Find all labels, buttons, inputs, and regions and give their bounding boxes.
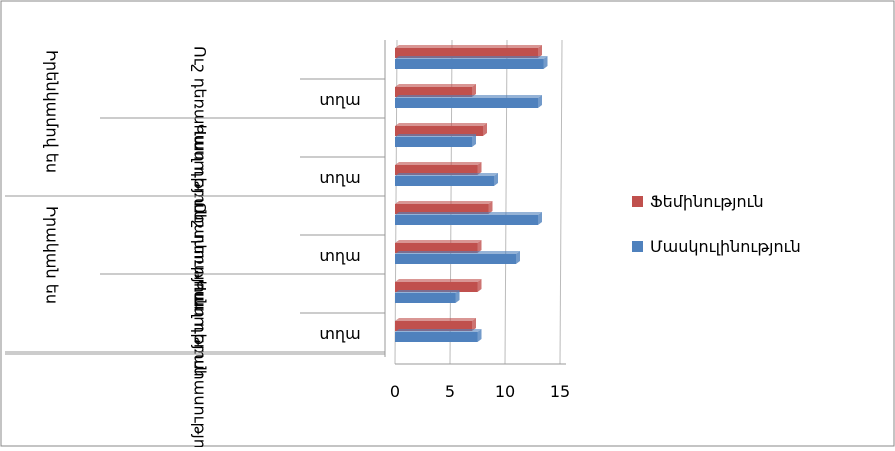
group-label: Իրական ես [43,206,62,304]
bar-side [538,95,542,108]
bar [395,293,456,303]
legend-swatch [632,196,643,207]
bar [395,137,472,147]
bar-top [395,84,476,87]
bar [395,176,494,186]
bar-side [472,84,476,97]
bar-side [538,212,542,225]
subgroup-label: Վաղ դեռահասություն [191,280,210,447]
bar-side [538,45,542,58]
bar-side [477,162,482,175]
bar [395,215,538,225]
bar-top [395,162,482,165]
bar [395,332,478,342]
x-tick-label: 10 [495,382,515,401]
category-label: տղա [319,246,360,265]
legend-label: Ֆեմինություն [650,192,764,211]
bar-top [395,134,476,137]
bar-top [395,251,520,254]
bar [395,321,472,331]
bar-side [477,240,482,253]
bar-top [395,56,548,59]
bar-side [477,279,482,292]
bar-side [477,329,482,342]
bar [395,243,478,253]
x-tick-label: 0 [390,382,400,401]
bar-side [543,56,548,69]
group-label: Իրենկամով ես [43,50,62,173]
bar-side [483,123,487,136]
bar-top [395,318,476,321]
bar-side [488,201,493,214]
bar-top [395,123,487,126]
bar-top [395,201,493,204]
bar-side [472,318,476,331]
category-label: տղա [319,90,360,109]
legend-swatch [632,241,643,252]
category-label: տղա [319,324,360,343]
bar-top [395,240,482,243]
grid-line [504,39,508,365]
bar-top [395,95,542,98]
bar-side [472,134,476,147]
bar-top [395,173,498,176]
subgroup-label: Վաղ դեռահասություն [191,124,210,310]
bar [395,126,483,136]
bar [395,282,478,292]
bar-top [395,45,542,48]
x-tick-label: 15 [550,382,570,401]
bar [395,254,516,264]
bar [395,165,478,175]
subgroup-label: Ուշ դեռահասություն [191,202,210,377]
bar [395,98,538,108]
bar-top [395,279,482,282]
bar [395,204,489,214]
x-tick-label: 5 [445,382,455,401]
bar [395,59,544,69]
bar-side [455,290,460,303]
grid-line [559,39,563,365]
legend-label: Մասկուլինություն [650,237,801,256]
bar-top [395,290,460,293]
bar-side [494,173,498,186]
bar [395,87,472,97]
bar [395,48,538,58]
category-label: տղա [319,168,360,187]
bar-side [516,251,520,264]
subgroup-label: Ուշ դեռահասություն [191,46,210,221]
bar-top [395,329,482,332]
bar-top [395,212,542,215]
